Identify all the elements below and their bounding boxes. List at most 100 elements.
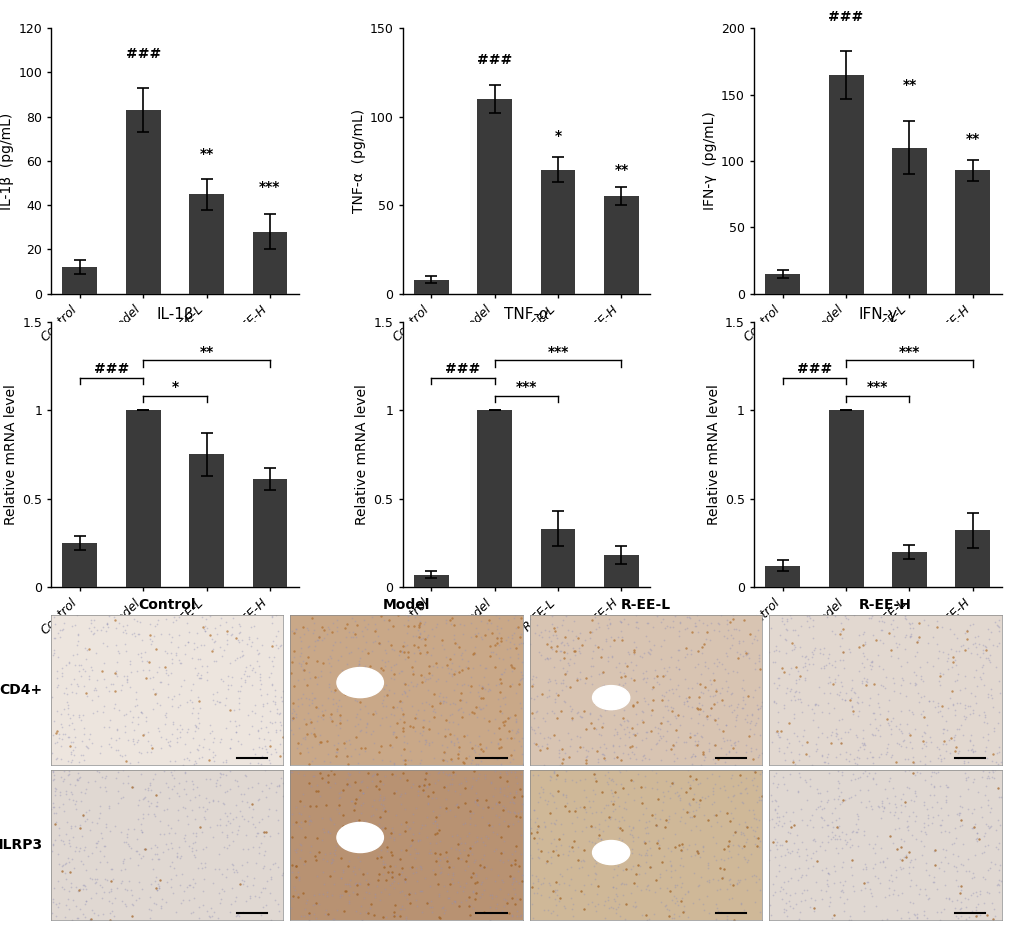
Point bbox=[685, 895, 701, 910]
Point bbox=[857, 799, 874, 814]
Point bbox=[478, 660, 495, 675]
Point bbox=[953, 856, 969, 871]
Point bbox=[570, 853, 587, 868]
Point bbox=[262, 732, 278, 747]
Point bbox=[824, 824, 840, 839]
Point bbox=[847, 685, 864, 700]
Point bbox=[91, 764, 107, 779]
Point bbox=[229, 733, 245, 748]
Point bbox=[420, 665, 436, 680]
Point bbox=[246, 820, 263, 835]
Point bbox=[343, 748, 360, 763]
Point bbox=[835, 653, 851, 668]
Point bbox=[605, 737, 621, 752]
Point bbox=[207, 778, 224, 793]
Point bbox=[367, 887, 383, 902]
Point bbox=[503, 657, 519, 672]
Point bbox=[965, 702, 981, 717]
Bar bbox=[765, 274, 800, 294]
Point bbox=[265, 694, 281, 709]
Point bbox=[867, 845, 883, 860]
Point bbox=[589, 867, 605, 882]
Point bbox=[540, 674, 556, 689]
Point bbox=[856, 635, 873, 650]
Point bbox=[774, 838, 790, 853]
Point bbox=[118, 897, 134, 912]
Point bbox=[407, 886, 423, 901]
Point bbox=[973, 845, 989, 860]
Point bbox=[730, 650, 746, 665]
Point bbox=[476, 771, 493, 786]
Point bbox=[946, 708, 963, 723]
Point bbox=[940, 808, 957, 823]
Point bbox=[341, 872, 358, 887]
Point bbox=[670, 628, 687, 643]
Point bbox=[485, 843, 502, 858]
Point bbox=[375, 803, 391, 818]
Point bbox=[202, 608, 219, 623]
Point bbox=[73, 747, 89, 762]
Point bbox=[929, 613, 945, 628]
Point bbox=[886, 675, 902, 690]
Point bbox=[874, 623, 890, 638]
Point bbox=[714, 869, 731, 884]
Point bbox=[140, 781, 156, 796]
Point bbox=[587, 767, 603, 782]
Point bbox=[697, 631, 713, 646]
Point bbox=[95, 704, 111, 719]
Point bbox=[159, 676, 176, 691]
Point bbox=[293, 736, 310, 751]
Point bbox=[877, 747, 893, 762]
Point bbox=[522, 637, 539, 652]
Point bbox=[202, 909, 219, 924]
Point bbox=[392, 842, 409, 857]
Point bbox=[238, 659, 254, 674]
Point bbox=[151, 881, 168, 896]
Point bbox=[137, 790, 153, 805]
Point bbox=[931, 778, 947, 793]
Point bbox=[419, 779, 435, 794]
Point bbox=[544, 608, 560, 623]
Point bbox=[159, 779, 176, 794]
Point bbox=[69, 627, 86, 642]
Point bbox=[837, 724, 853, 739]
Point bbox=[245, 839, 262, 854]
Point bbox=[937, 824, 954, 839]
Point bbox=[752, 883, 769, 898]
Point bbox=[602, 694, 618, 709]
Point bbox=[702, 700, 718, 716]
Point bbox=[401, 886, 417, 901]
Point bbox=[988, 755, 1005, 770]
Point bbox=[743, 847, 759, 862]
Point bbox=[478, 615, 495, 630]
Point bbox=[828, 729, 844, 744]
Point bbox=[635, 748, 651, 763]
Point bbox=[507, 608, 523, 623]
Point bbox=[354, 912, 370, 927]
Point bbox=[57, 657, 74, 672]
Point bbox=[297, 731, 314, 747]
Point bbox=[734, 840, 750, 855]
Point bbox=[303, 716, 319, 731]
Point bbox=[596, 898, 612, 913]
Point bbox=[392, 867, 409, 882]
Point bbox=[82, 823, 98, 838]
Point bbox=[171, 686, 187, 701]
Point bbox=[613, 623, 630, 639]
Point bbox=[651, 732, 667, 747]
Point bbox=[743, 744, 759, 759]
Point bbox=[140, 724, 156, 739]
Point bbox=[83, 912, 99, 927]
Point bbox=[118, 725, 134, 740]
Point bbox=[623, 654, 640, 670]
Point bbox=[364, 835, 380, 850]
Point bbox=[748, 742, 764, 757]
Point bbox=[866, 706, 882, 721]
Point bbox=[611, 798, 628, 813]
Point bbox=[600, 654, 616, 669]
Point bbox=[511, 672, 527, 687]
Point bbox=[583, 630, 599, 645]
Point bbox=[587, 638, 603, 653]
Point bbox=[612, 765, 629, 780]
Point bbox=[94, 664, 110, 679]
